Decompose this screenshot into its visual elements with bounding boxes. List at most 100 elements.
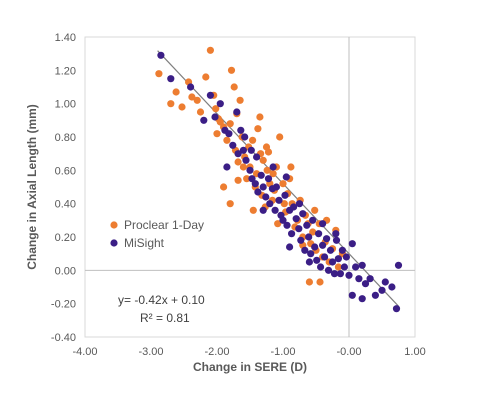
misight-point — [211, 113, 219, 121]
y-tick-label: 0.80 — [55, 132, 76, 144]
y-tick-label: 1.40 — [55, 32, 76, 44]
misight-point — [326, 246, 335, 254]
misight-point — [355, 275, 363, 283]
misight-point — [340, 263, 348, 271]
reference-lines — [85, 37, 415, 337]
misight-point — [281, 191, 289, 199]
proclear-point — [243, 175, 251, 183]
y-tick-label: 0.00 — [55, 265, 76, 277]
misight-point — [266, 200, 274, 208]
misight-point — [239, 146, 247, 154]
misight-point — [371, 291, 379, 299]
misight-point — [328, 258, 337, 266]
proclear-point — [155, 70, 163, 78]
misight-point — [295, 200, 304, 208]
misight-point — [200, 116, 208, 124]
proclear-point — [305, 278, 313, 286]
misight-point — [332, 230, 340, 238]
misight-point — [241, 133, 249, 141]
misight-point — [242, 156, 250, 164]
proclear-point — [212, 105, 220, 113]
misight-point — [321, 253, 329, 261]
misight-point — [275, 196, 283, 204]
misight-point — [254, 188, 262, 196]
misight-point — [313, 256, 321, 264]
y-tick-label: -0.20 — [51, 299, 76, 311]
proclear-point — [226, 120, 234, 128]
proclear-point — [202, 73, 210, 81]
trendline-equation: y= -0.42x + 0.10 — [118, 293, 205, 307]
proclear-point — [193, 96, 201, 104]
misight-point — [157, 51, 165, 59]
misight-point — [272, 183, 280, 191]
misight-point — [234, 150, 242, 158]
misight-point — [247, 146, 255, 154]
misight-point — [292, 215, 300, 223]
proclear-point — [249, 206, 257, 214]
misight-point — [288, 230, 296, 238]
misight-point — [303, 221, 311, 229]
legend-marker-misight — [110, 239, 118, 247]
proclear-point — [311, 206, 319, 214]
misight-point — [311, 243, 319, 251]
proclear-point — [188, 93, 196, 101]
misight-point — [295, 225, 303, 233]
proclear-point — [234, 158, 242, 166]
proclear-point — [220, 183, 228, 191]
misight-point — [262, 193, 270, 201]
misight-point — [233, 108, 241, 116]
misight-point — [334, 255, 342, 263]
misight-point — [187, 83, 195, 91]
misight-point — [206, 91, 214, 99]
proclear-point — [276, 133, 284, 141]
misight-point — [290, 203, 298, 211]
proclear-point — [239, 163, 247, 171]
misight-point — [317, 263, 325, 271]
misight-point — [342, 253, 350, 261]
trendline — [157, 50, 399, 307]
misight-point — [323, 235, 331, 243]
x-tick-label: -0.00 — [336, 346, 361, 358]
misight-point — [297, 236, 305, 244]
x-axis-title: Change in SERE (D) — [193, 360, 307, 374]
misight-point — [282, 173, 290, 181]
proclear-point — [254, 125, 262, 133]
y-tick-labels: -0.40 -0.20 0.00 0.20 0.40 0.60 0.80 1.00 1.20 1.… — [51, 32, 76, 344]
misight-point — [253, 153, 261, 161]
misight-point — [259, 183, 267, 191]
series-misight-points — [157, 51, 403, 313]
misight-point — [358, 295, 366, 303]
proclear-point — [230, 83, 238, 91]
proclear-point — [309, 228, 317, 236]
misight-point — [223, 163, 231, 171]
r-squared-label: R² = 0.81 — [140, 311, 190, 325]
y-tick-label: 0.60 — [55, 165, 76, 177]
misight-point — [237, 126, 245, 134]
y-tick-label: 1.20 — [55, 65, 76, 77]
misight-point — [366, 275, 374, 283]
proclear-point — [167, 100, 175, 108]
misight-point — [358, 261, 366, 269]
misight-point — [251, 180, 259, 188]
misight-point — [361, 280, 370, 288]
proclear-point — [178, 103, 186, 111]
proclear-point — [234, 176, 242, 184]
misight-point — [319, 241, 327, 249]
misight-point — [299, 210, 307, 218]
x-tick-label: -2.00 — [204, 346, 229, 358]
misight-point — [305, 258, 313, 266]
misight-point — [264, 175, 273, 183]
trendline-group — [157, 50, 399, 307]
proclear-point — [213, 130, 221, 138]
series-proclear-points — [155, 46, 346, 286]
proclear-point — [269, 170, 277, 178]
misight-point — [286, 243, 294, 251]
misight-point — [348, 240, 356, 248]
proclear-point — [280, 200, 288, 208]
misight-point — [345, 271, 353, 279]
proclear-point — [256, 113, 264, 121]
proclear-point — [226, 200, 234, 208]
x-tick-label: 1.00 — [404, 346, 425, 358]
misight-point — [319, 220, 327, 228]
